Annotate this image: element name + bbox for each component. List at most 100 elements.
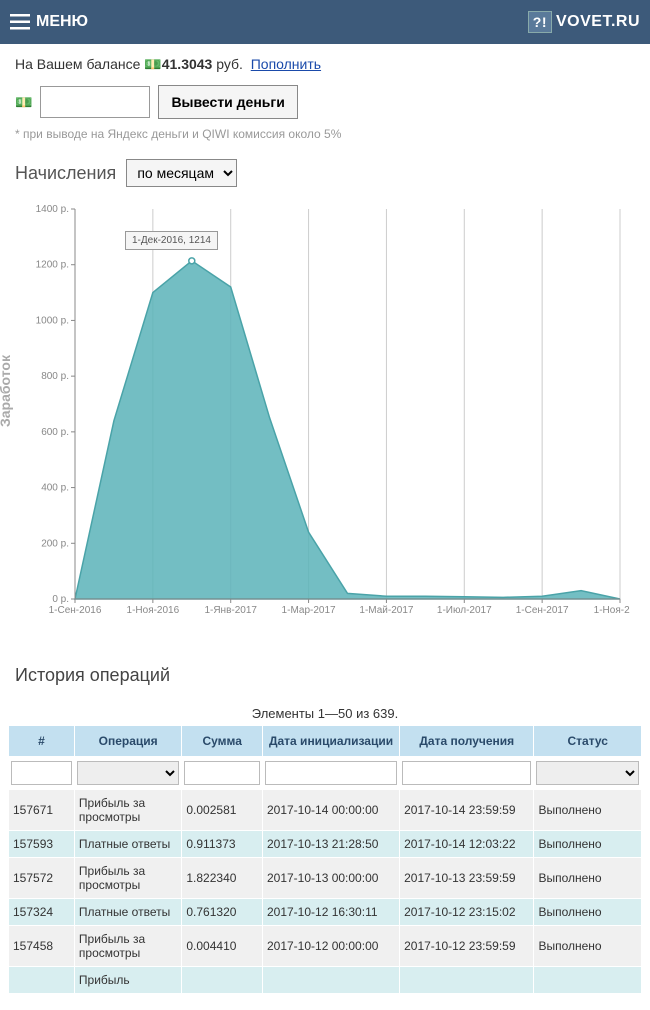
col-sum[interactable]: Сумма (182, 726, 263, 757)
brand-text: VOVET.RU (556, 13, 640, 31)
balance-prefix: На Вашем балансе (15, 56, 140, 72)
table-row: Прибыль (9, 967, 642, 994)
table-cell: Выполнено (534, 926, 642, 967)
table-cell (182, 967, 263, 994)
svg-text:1-Май-2017: 1-Май-2017 (359, 605, 413, 616)
table-cell: Платные ответы (74, 831, 181, 858)
svg-text:1-Июл-2017: 1-Июл-2017 (437, 605, 492, 616)
svg-text:1-Сен-2017: 1-Сен-2017 (516, 605, 569, 616)
table-row: 157671Прибыль за просмотры0.0025812017-1… (9, 790, 642, 831)
svg-text:1-Мар-2017: 1-Мар-2017 (282, 605, 336, 616)
menu-label: МЕНЮ (36, 13, 88, 31)
table-row: 157458Прибыль за просмотры0.0044102017-1… (9, 926, 642, 967)
table-cell: 2017-10-12 23:15:02 (400, 899, 534, 926)
filter-id[interactable] (11, 761, 72, 785)
table-row: 157593Платные ответы0.9113732017-10-13 2… (9, 831, 642, 858)
money-icon: 💵 (15, 94, 32, 111)
svg-text:1-Сен-2016: 1-Сен-2016 (49, 605, 102, 616)
col-status[interactable]: Статус (534, 726, 642, 757)
chart-tooltip: 1-Дек-2016, 1214 (125, 231, 218, 250)
history-table: # Операция Сумма Дата инициализации Дата… (8, 725, 642, 994)
table-cell: 157458 (9, 926, 75, 967)
table-cell (262, 967, 399, 994)
menu-button[interactable]: МЕНЮ (10, 13, 88, 31)
col-recv-date[interactable]: Дата получения (400, 726, 534, 757)
svg-text:200 р.: 200 р. (41, 538, 69, 549)
svg-text:1-Ноя-2016: 1-Ноя-2016 (127, 605, 180, 616)
table-cell: 157324 (9, 899, 75, 926)
table-cell: Платные ответы (74, 899, 181, 926)
filter-row (9, 757, 642, 790)
chart-title: Начисления (15, 163, 116, 184)
svg-text:400 р.: 400 р. (41, 483, 69, 494)
table-cell: 0.002581 (182, 790, 263, 831)
svg-text:1-Ноя-2017: 1-Ноя-2017 (594, 605, 630, 616)
table-cell: 2017-10-13 21:28:50 (262, 831, 399, 858)
table-cell: 1.822340 (182, 858, 263, 899)
table-cell: 2017-10-14 00:00:00 (262, 790, 399, 831)
money-icon: 💵 (144, 56, 161, 72)
table-cell: 157572 (9, 858, 75, 899)
table-cell: 0.911373 (182, 831, 263, 858)
svg-text:1000 р.: 1000 р. (36, 315, 69, 326)
svg-text:1-Янв-2017: 1-Янв-2017 (204, 605, 257, 616)
svg-text:1200 р.: 1200 р. (36, 260, 69, 271)
withdraw-button[interactable]: Вывести деньги (158, 85, 297, 119)
filter-sum[interactable] (184, 761, 260, 785)
table-cell: Прибыль за просмотры (74, 790, 181, 831)
col-id[interactable]: # (9, 726, 75, 757)
withdraw-amount-input[interactable] (40, 86, 150, 118)
filter-operation[interactable] (77, 761, 179, 785)
table-cell: 157671 (9, 790, 75, 831)
app-header: МЕНЮ ?! VOVET.RU (0, 0, 650, 44)
table-cell: 2017-10-12 16:30:11 (262, 899, 399, 926)
col-operation[interactable]: Операция (74, 726, 181, 757)
svg-text:1400 р.: 1400 р. (36, 204, 69, 215)
chart: Заработок 0 р.200 р.400 р.600 р.800 р.10… (15, 199, 635, 639)
table-cell: 2017-10-13 00:00:00 (262, 858, 399, 899)
table-cell: Выполнено (534, 899, 642, 926)
table-cell: 0.761320 (182, 899, 263, 926)
table-cell: 2017-10-12 23:59:59 (400, 926, 534, 967)
brand-icon: ?! (528, 11, 552, 33)
table-cell: 2017-10-14 23:59:59 (400, 790, 534, 831)
balance-line: На Вашем балансе 💵41.3043 руб. Пополнить (15, 56, 635, 73)
table-cell: 2017-10-12 00:00:00 (262, 926, 399, 967)
chart-svg: 0 р. 200 р. 400 р. 600 р. 800 р. 1000 р. 1200 … (15, 199, 630, 639)
table-cell: 2017-10-14 12:03:22 (400, 831, 534, 858)
table-cell: Выполнено (534, 790, 642, 831)
table-cell: 0.004410 (182, 926, 263, 967)
table-cell: Прибыль (74, 967, 181, 994)
history-title: История операций (15, 665, 650, 686)
filter-recv-date[interactable] (402, 761, 531, 785)
withdraw-row: 💵 Вывести деньги (15, 85, 635, 119)
brand[interactable]: ?! VOVET.RU (528, 11, 640, 33)
content: На Вашем балансе 💵41.3043 руб. Пополнить… (0, 44, 650, 659)
table-cell: 2017-10-13 23:59:59 (400, 858, 534, 899)
period-select[interactable]: по месяцам (126, 159, 237, 187)
col-init-date[interactable]: Дата инициализации (262, 726, 399, 757)
table-cell: Прибыль за просмотры (74, 926, 181, 967)
fee-note: * при выводе на Яндекс деньги и QIWI ком… (15, 127, 395, 141)
table-cell (9, 967, 75, 994)
pager-text: Элементы 1—50 из 639. (0, 706, 650, 721)
table-row: 157324Платные ответы0.7613202017-10-12 1… (9, 899, 642, 926)
table-cell: Выполнено (534, 831, 642, 858)
y-axis-label: Заработок (0, 355, 13, 427)
svg-text:600 р.: 600 р. (41, 427, 69, 438)
topup-link[interactable]: Пополнить (251, 56, 321, 72)
balance-amount: 41.3043 (162, 56, 213, 72)
filter-status[interactable] (536, 761, 639, 785)
hamburger-icon (10, 14, 30, 30)
table-cell: 157593 (9, 831, 75, 858)
table-cell: Выполнено (534, 858, 642, 899)
table-cell (534, 967, 642, 994)
table-header-row: # Операция Сумма Дата инициализации Дата… (9, 726, 642, 757)
filter-init-date[interactable] (265, 761, 397, 785)
chart-section-header: Начисления по месяцам (15, 159, 635, 187)
svg-text:0 р.: 0 р. (52, 594, 69, 605)
table-cell (400, 967, 534, 994)
balance-currency: руб. (216, 56, 243, 72)
table-row: 157572Прибыль за просмотры1.8223402017-1… (9, 858, 642, 899)
svg-text:800 р.: 800 р. (41, 371, 69, 382)
